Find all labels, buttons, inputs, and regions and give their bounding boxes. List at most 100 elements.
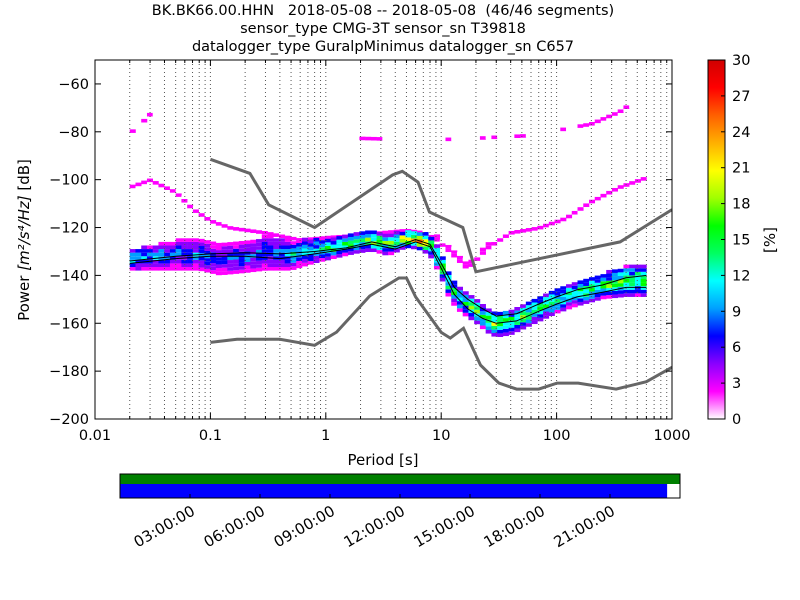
density-cell: [634, 278, 641, 283]
density-cell: [445, 285, 452, 290]
density-cell: [405, 244, 412, 249]
density-cell: [376, 232, 383, 236]
density-cell: [284, 235, 291, 240]
density-cell: [152, 245, 159, 250]
density-cell: [606, 287, 613, 292]
density-cell: [198, 246, 205, 250]
density-cell: [152, 110, 159, 115]
density-cell: [256, 230, 263, 234]
density-cell: [491, 311, 498, 316]
density-cell: [520, 325, 527, 330]
density-cell: [221, 256, 228, 261]
density-cell: [319, 134, 326, 139]
density-cell: [204, 115, 211, 119]
density-cell: [181, 241, 188, 246]
density-cell: [571, 300, 578, 304]
colorbar-tick-label: 18: [732, 197, 750, 213]
density-cell: [261, 126, 268, 131]
density-cell: [290, 255, 297, 260]
density-cell: [405, 241, 412, 245]
density-cell: [244, 258, 251, 262]
density-cell: [531, 227, 538, 231]
density-cell: [135, 263, 142, 268]
density-cell: [233, 241, 240, 246]
density-cell: [422, 235, 429, 240]
density-cell: [566, 130, 573, 134]
density-cell: [135, 267, 142, 271]
density-cell: [301, 133, 308, 137]
density-cell: [525, 305, 532, 309]
density-cell: [560, 304, 567, 308]
density-cell: [244, 269, 251, 273]
density-cell: [617, 283, 624, 287]
density-cell: [210, 270, 217, 274]
density-cell: [215, 222, 222, 226]
density-cell: [422, 228, 429, 233]
density-cell: [158, 267, 165, 271]
density-cell: [502, 310, 509, 315]
density-cell: [279, 267, 286, 271]
density-cell: [439, 239, 446, 244]
density-cell: [221, 249, 228, 254]
density-cell: [169, 108, 176, 112]
density-cell: [273, 241, 280, 246]
density-cell: [215, 260, 222, 265]
density-cell: [342, 245, 349, 250]
density-cell: [629, 289, 636, 294]
density-cell: [474, 257, 481, 261]
density-cell: [330, 248, 337, 252]
density-cell: [267, 124, 274, 129]
density-cell: [307, 130, 314, 134]
density-cell: [141, 263, 148, 268]
density-cell: [571, 289, 578, 293]
density-cell: [451, 291, 458, 295]
density-cell: [267, 252, 274, 257]
plot-frame: [94, 59, 673, 420]
density-cell: [485, 245, 492, 250]
density-cell: [129, 263, 136, 268]
density-cell: [256, 253, 263, 258]
density-cell: [405, 230, 412, 234]
density-cell: [238, 269, 245, 274]
density-cell: [244, 265, 251, 270]
density-cell: [187, 267, 194, 271]
density-cell: [296, 132, 303, 137]
density-cell: [192, 209, 199, 213]
density-cell: [336, 254, 343, 258]
density-cell: [198, 111, 205, 115]
density-cell: [175, 193, 182, 197]
density-cell: [554, 295, 561, 300]
density-cell: [577, 280, 584, 284]
density-cell: [279, 234, 286, 239]
density-cell: [577, 301, 584, 306]
density-cell: [279, 252, 286, 257]
density-cell: [238, 248, 245, 252]
density-cell: [560, 289, 567, 294]
density-cell: [267, 232, 274, 236]
density-cell: [416, 232, 423, 236]
density-cell: [388, 233, 395, 238]
density-cell: [411, 137, 418, 142]
density-cell: [267, 234, 274, 239]
density-cell: [560, 293, 567, 298]
density-cell: [583, 296, 590, 301]
timeline-tick-label: 12:00:00: [341, 502, 408, 551]
density-cell: [439, 137, 446, 142]
density-cell: [428, 251, 435, 255]
density-cell: [491, 241, 498, 246]
density-cell: [600, 193, 607, 198]
density-cell: [634, 286, 641, 290]
density-cell: [233, 259, 240, 264]
density-cell: [370, 248, 377, 253]
density-cell: [313, 259, 320, 264]
density-cell: [256, 249, 263, 254]
density-cell: [256, 260, 263, 265]
density-cell: [152, 249, 159, 253]
density-cell: [313, 241, 320, 246]
density-cell: [330, 241, 337, 245]
density-cell: [141, 180, 148, 185]
density-cell: [273, 259, 280, 264]
density-cell: [129, 129, 136, 133]
density-cell: [135, 256, 142, 260]
density-cell: [353, 246, 360, 251]
